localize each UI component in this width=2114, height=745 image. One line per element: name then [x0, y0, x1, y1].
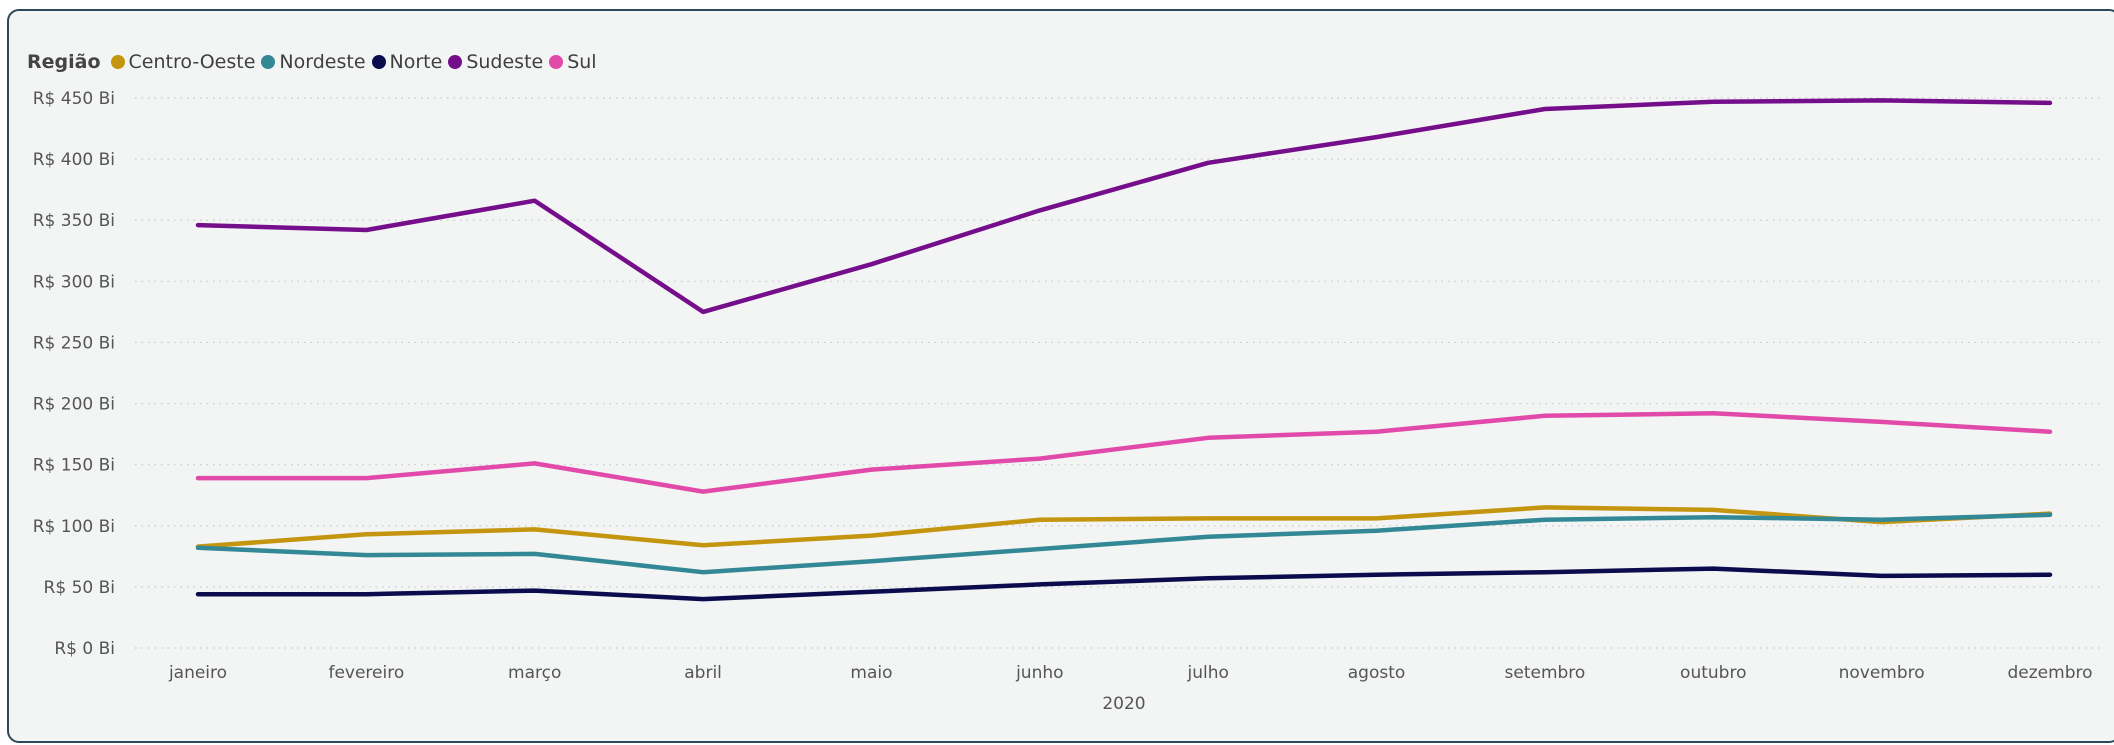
legend-item-nordeste[interactable]: Nordeste: [261, 51, 366, 73]
x-tick-label: agosto: [1348, 663, 1406, 683]
legend-dot-icon: [549, 55, 564, 69]
legend-title: Região: [27, 51, 101, 73]
chart-card: Região Centro-Oeste Nordeste Norte Sudes…: [7, 9, 2114, 743]
legend-item-sudeste[interactable]: Sudeste: [448, 51, 543, 73]
legend-label: Nordeste: [279, 51, 366, 73]
legend-dot-icon: [371, 55, 386, 69]
x-tick-label: janeiro: [168, 663, 227, 683]
legend: Região Centro-Oeste Nordeste Norte Sudes…: [27, 51, 603, 73]
legend-dot-icon: [261, 55, 276, 69]
y-tick-label: R$ 0 Bi: [54, 639, 115, 659]
x-tick-label: junho: [1015, 663, 1063, 683]
y-tick-label: R$ 100 Bi: [33, 517, 115, 537]
y-tick-label: R$ 50 Bi: [44, 578, 115, 598]
legend-label: Centro-Oeste: [128, 51, 256, 73]
x-tick-label: novembro: [1839, 663, 1925, 683]
legend-label: Sudeste: [466, 51, 544, 73]
series-line-norte: [195, 566, 2053, 602]
legend-item-sul[interactable]: Sul: [549, 51, 597, 73]
y-tick-label: R$ 150 Bi: [33, 456, 115, 476]
y-tick-label: R$ 400 Bi: [33, 150, 115, 170]
x-tick-label: maio: [850, 663, 892, 683]
series-line-nordeste: [195, 512, 2053, 575]
legend-label: Sul: [567, 51, 597, 73]
legend-item-centro-oeste[interactable]: Centro-Oeste: [110, 51, 256, 73]
y-tick-label: R$ 450 Bi: [33, 89, 115, 109]
y-tick-label: R$ 250 Bi: [33, 333, 115, 353]
y-tick-label: R$ 350 Bi: [33, 211, 115, 231]
y-tick-label: R$ 200 Bi: [33, 395, 115, 415]
series-line-sul: [195, 411, 2053, 494]
x-tick-label: abril: [684, 663, 722, 683]
legend-label: Norte: [389, 51, 443, 73]
x-tick-label: março: [508, 663, 561, 683]
series-line-sudeste: [195, 98, 2053, 315]
x-tick-label: julho: [1186, 663, 1228, 683]
legend-dot-icon: [448, 55, 463, 69]
legend-dot-icon: [110, 55, 125, 69]
x-tick-label: dezembro: [2008, 663, 2093, 683]
x-tick-label: outubro: [1680, 663, 1746, 683]
y-tick-label: R$ 300 Bi: [33, 272, 115, 292]
x-axis-title: 2020: [1102, 694, 1145, 714]
x-tick-label: fevereiro: [328, 663, 404, 683]
x-tick-label: setembro: [1505, 663, 1586, 683]
series-line-centro-oeste: [195, 505, 2053, 549]
legend-item-norte[interactable]: Norte: [371, 51, 443, 73]
